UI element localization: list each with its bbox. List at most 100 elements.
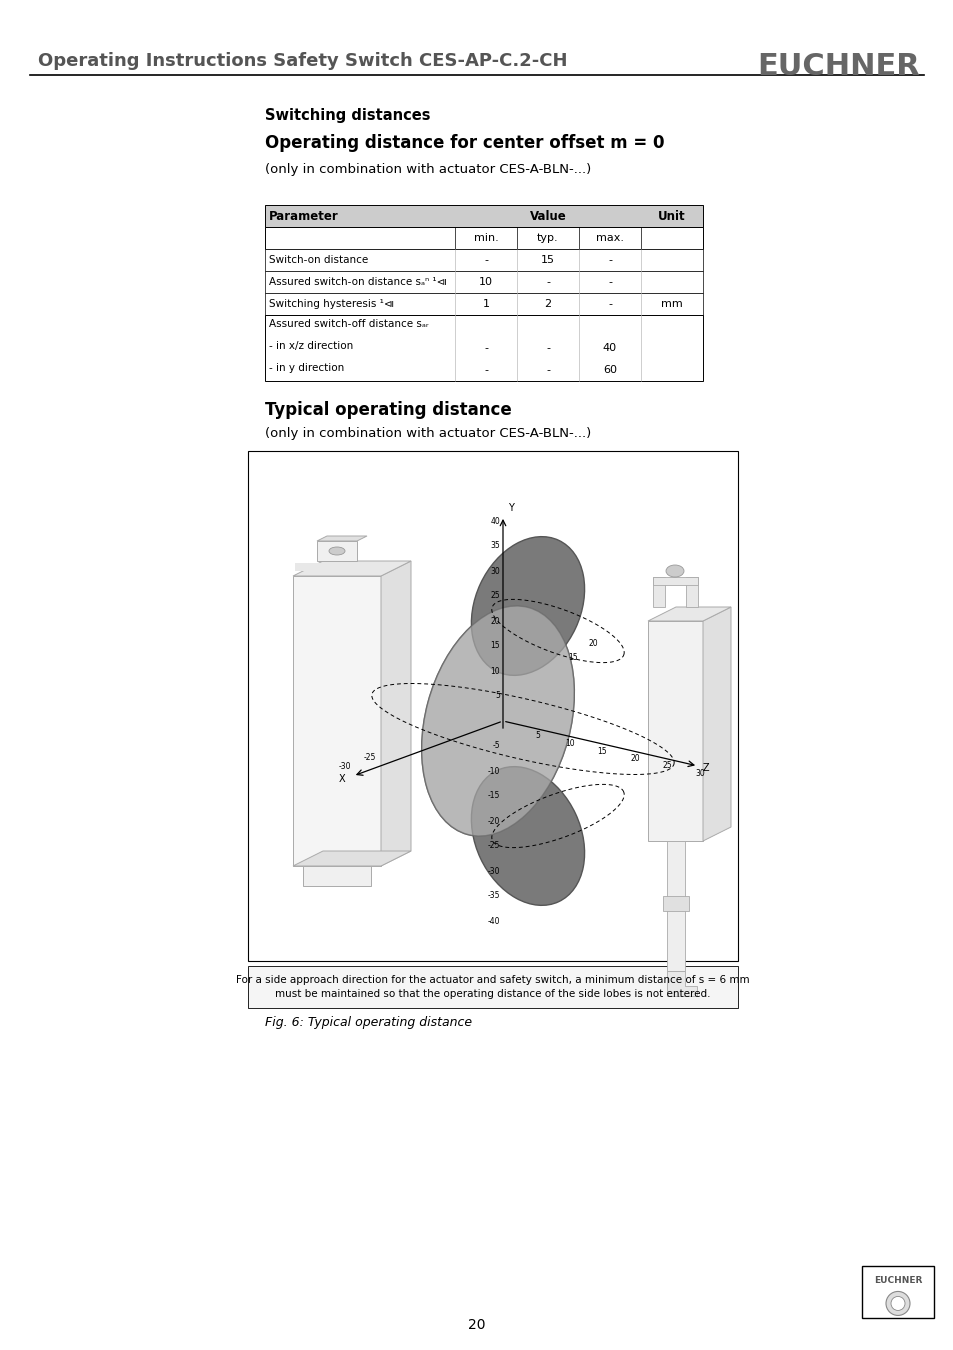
Bar — [248, 967, 738, 1008]
Text: 40: 40 — [490, 517, 499, 525]
Text: 25: 25 — [490, 591, 499, 601]
Text: -10: -10 — [487, 767, 499, 775]
Text: X: X — [338, 774, 345, 784]
Text: -25: -25 — [363, 753, 375, 761]
Text: 10: 10 — [490, 667, 499, 675]
Text: 20: 20 — [588, 639, 598, 648]
Polygon shape — [702, 608, 730, 841]
Text: Unit: Unit — [658, 209, 685, 223]
Text: -35: -35 — [487, 891, 499, 900]
Polygon shape — [647, 608, 730, 621]
Text: 15: 15 — [490, 641, 499, 651]
Text: 15: 15 — [540, 255, 555, 265]
Text: -: - — [483, 343, 488, 352]
Text: 2: 2 — [544, 298, 551, 309]
Text: Operating distance for center offset m = 0: Operating distance for center offset m =… — [265, 134, 664, 153]
Circle shape — [890, 1296, 904, 1311]
Text: EUCHNER: EUCHNER — [873, 1276, 922, 1285]
Polygon shape — [316, 541, 356, 562]
Text: Assured switch-on distance sₐⁿ ¹⧏: Assured switch-on distance sₐⁿ ¹⧏ — [269, 277, 447, 288]
Polygon shape — [666, 971, 697, 996]
Bar — [265, 248, 702, 271]
Text: Switching hysteresis ¹⧏: Switching hysteresis ¹⧏ — [269, 298, 394, 309]
Text: 20: 20 — [490, 617, 499, 625]
Text: 60: 60 — [602, 364, 617, 375]
Text: -: - — [483, 255, 488, 265]
Text: 10: 10 — [478, 277, 493, 288]
Text: 40: 40 — [602, 343, 617, 352]
Polygon shape — [316, 536, 367, 541]
Text: 35: 35 — [490, 541, 499, 551]
Bar — [265, 227, 702, 248]
Text: -25: -25 — [487, 841, 499, 850]
Text: EUCHNER: EUCHNER — [757, 53, 919, 81]
Bar — [294, 563, 378, 571]
Text: - in y direction: - in y direction — [269, 363, 344, 373]
Text: Fig. 6: Typical operating distance: Fig. 6: Typical operating distance — [265, 1017, 472, 1029]
Text: min.: min. — [473, 234, 497, 243]
Text: 20: 20 — [630, 755, 639, 763]
Text: For a side approach direction for the actuator and safety switch, a minimum dist: For a side approach direction for the ac… — [236, 975, 749, 999]
Text: (only in combination with actuator CES-A-BLN-...): (only in combination with actuator CES-A… — [265, 163, 591, 176]
Text: 10: 10 — [564, 738, 575, 748]
Text: -30: -30 — [487, 867, 499, 876]
Bar — [662, 896, 688, 911]
Text: 1: 1 — [482, 298, 489, 309]
Text: 30: 30 — [695, 769, 704, 778]
Ellipse shape — [421, 606, 574, 836]
Ellipse shape — [665, 566, 683, 576]
Polygon shape — [380, 562, 411, 865]
Text: Parameter: Parameter — [269, 209, 338, 223]
Text: 15: 15 — [598, 747, 607, 756]
Text: -: - — [607, 255, 612, 265]
Bar — [265, 271, 702, 293]
Bar — [265, 293, 702, 315]
Text: 25: 25 — [662, 761, 672, 771]
Text: 20: 20 — [468, 1318, 485, 1332]
Text: Operating Instructions Safety Switch CES-AP-C.2-CH: Operating Instructions Safety Switch CES… — [38, 53, 567, 70]
Text: mm: mm — [660, 298, 682, 309]
Text: Typical operating distance: Typical operating distance — [265, 401, 511, 418]
Text: -40: -40 — [487, 917, 499, 926]
Circle shape — [885, 1292, 909, 1315]
Ellipse shape — [471, 767, 584, 906]
Text: Z: Z — [702, 763, 709, 774]
Text: -: - — [607, 298, 612, 309]
Polygon shape — [293, 576, 380, 865]
Text: -: - — [545, 343, 550, 352]
Bar — [685, 576, 698, 608]
Text: 30: 30 — [490, 567, 499, 575]
Polygon shape — [303, 865, 371, 886]
Bar — [265, 315, 702, 381]
Text: -5: -5 — [492, 741, 499, 751]
Polygon shape — [293, 850, 411, 865]
Text: Assured switch-off distance sₐᵣ: Assured switch-off distance sₐᵣ — [269, 319, 428, 329]
Text: -: - — [607, 277, 612, 288]
Bar — [666, 841, 684, 971]
Text: -: - — [483, 364, 488, 375]
Text: -: - — [545, 277, 550, 288]
Ellipse shape — [421, 606, 574, 836]
Text: -15: -15 — [487, 791, 499, 801]
Bar — [652, 576, 664, 608]
Text: 5: 5 — [495, 691, 499, 701]
Text: -: - — [545, 364, 550, 375]
Text: max.: max. — [596, 234, 623, 243]
Text: - in x/z direction: - in x/z direction — [269, 342, 353, 351]
Polygon shape — [647, 621, 702, 841]
Ellipse shape — [329, 547, 345, 555]
Bar — [652, 576, 698, 585]
Text: Switching distances: Switching distances — [265, 108, 430, 123]
Text: 15: 15 — [568, 653, 578, 663]
Bar — [248, 451, 738, 961]
Text: Switch-on distance: Switch-on distance — [269, 255, 368, 265]
Text: -20: -20 — [487, 817, 499, 825]
Text: -30: -30 — [338, 761, 351, 771]
Text: (only in combination with actuator CES-A-BLN-...): (only in combination with actuator CES-A… — [265, 427, 591, 440]
Text: Y: Y — [507, 504, 514, 513]
Bar — [265, 205, 702, 227]
Bar — [862, 1266, 933, 1318]
Text: Value: Value — [529, 209, 566, 223]
Text: 5: 5 — [535, 732, 539, 741]
Polygon shape — [293, 562, 411, 576]
